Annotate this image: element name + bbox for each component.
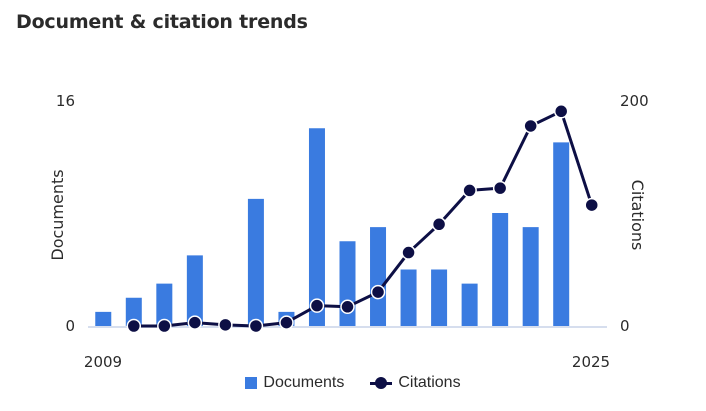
chart-legend: Documents Citations xyxy=(0,374,706,392)
legend-item-citations[interactable]: Citations xyxy=(370,374,461,392)
citations-point-2015[interactable] xyxy=(279,315,294,330)
documents-bar-2020[interactable] xyxy=(431,269,448,327)
right-axis-tick-min: 0 xyxy=(620,317,630,335)
documents-bar-2011[interactable] xyxy=(156,283,173,326)
documents-bar-2014[interactable] xyxy=(247,198,264,326)
citations-point-2019[interactable] xyxy=(401,245,416,260)
citations-point-2010[interactable] xyxy=(126,318,142,334)
x-axis-tick-start: 2009 xyxy=(84,353,122,371)
documents-bar-2010[interactable] xyxy=(125,297,142,326)
legend-item-documents[interactable]: Documents xyxy=(245,374,344,392)
citations-point-2025[interactable] xyxy=(584,197,599,213)
right-axis-title: Citations xyxy=(628,180,647,251)
documents-bars xyxy=(95,128,570,327)
left-axis-tick-max: 16 xyxy=(56,92,75,110)
chart-title: Document & citation trends xyxy=(16,11,308,33)
left-axis-title: Documents xyxy=(48,169,67,260)
x-axis-tick-end: 2025 xyxy=(572,353,610,371)
documents-bar-2022[interactable] xyxy=(492,213,509,326)
citations-point-2017[interactable] xyxy=(340,299,355,315)
citations-line xyxy=(133,109,594,328)
citations-line-group xyxy=(126,104,599,334)
documents-bar-2016[interactable] xyxy=(308,128,325,326)
documents-bar-2023[interactable] xyxy=(522,227,539,326)
citations-point-2018[interactable] xyxy=(370,284,386,300)
citations-point-2022[interactable] xyxy=(492,180,508,196)
citations-point-2021[interactable] xyxy=(462,183,477,198)
citations-swatch-icon xyxy=(370,377,393,389)
documents-bar-2024[interactable] xyxy=(553,142,570,326)
legend-label-citations: Citations xyxy=(398,374,461,391)
citations-point-2011[interactable] xyxy=(157,318,172,334)
left-axis-tick-min: 0 xyxy=(65,317,75,335)
citations-point-2012[interactable] xyxy=(187,315,203,330)
citations-point-2023[interactable] xyxy=(523,118,538,134)
citations-point-2020[interactable] xyxy=(431,217,447,232)
documents-bar-2021[interactable] xyxy=(461,283,478,326)
citations-point-2014[interactable] xyxy=(248,318,264,334)
legend-label-documents: Documents xyxy=(263,374,345,391)
documents-bar-2018[interactable] xyxy=(370,227,387,326)
documents-bar-2012[interactable] xyxy=(186,255,203,326)
citations-point-2016[interactable] xyxy=(309,298,325,313)
documents-swatch-icon xyxy=(245,377,258,389)
citations-point-2013[interactable] xyxy=(218,317,233,333)
right-axis-tick-max: 200 xyxy=(620,92,649,110)
documents-bar-2009[interactable] xyxy=(95,311,112,326)
citations-point-2024[interactable] xyxy=(553,104,569,119)
documents-bar-2019[interactable] xyxy=(400,269,417,327)
